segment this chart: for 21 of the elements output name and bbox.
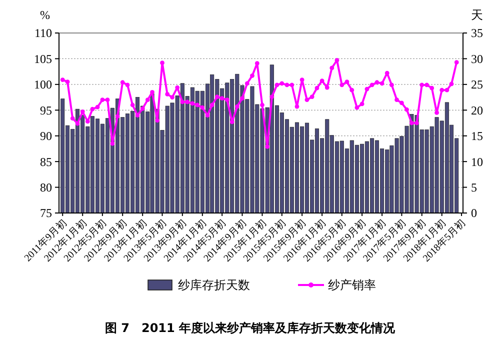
- y-tick-label: 100: [34, 78, 52, 92]
- legend-label: 纱产销率: [328, 278, 376, 292]
- y-tick-label: 95: [40, 103, 52, 118]
- y2-tick-label: 0: [471, 206, 477, 220]
- y-tick-label: 80: [40, 180, 52, 194]
- y2-tick-label: 35: [471, 26, 483, 40]
- y2-tick-label: 10: [471, 154, 483, 169]
- y2-tick-label: 5: [471, 180, 477, 194]
- y-tick-label: 85: [40, 154, 52, 169]
- y2-tick-label: 20: [471, 103, 483, 118]
- y2-tick-label: 30: [471, 52, 483, 66]
- text: 图 7 2011 年度以来纱产销率及库存折天数变化情况: [104, 321, 396, 335]
- y-tick-label: 105: [34, 52, 52, 66]
- y-tick-label: 110: [34, 26, 52, 40]
- legend-label: 纱库存折天数: [178, 278, 250, 292]
- y2-tick-label: 25: [471, 78, 483, 92]
- y-tick-label: 90: [40, 129, 52, 144]
- y-tick-label: 75: [40, 206, 52, 220]
- y-axis-title: %: [40, 8, 50, 22]
- y2-axis-title: 天: [471, 8, 483, 22]
- y2-tick-label: 15: [471, 129, 483, 144]
